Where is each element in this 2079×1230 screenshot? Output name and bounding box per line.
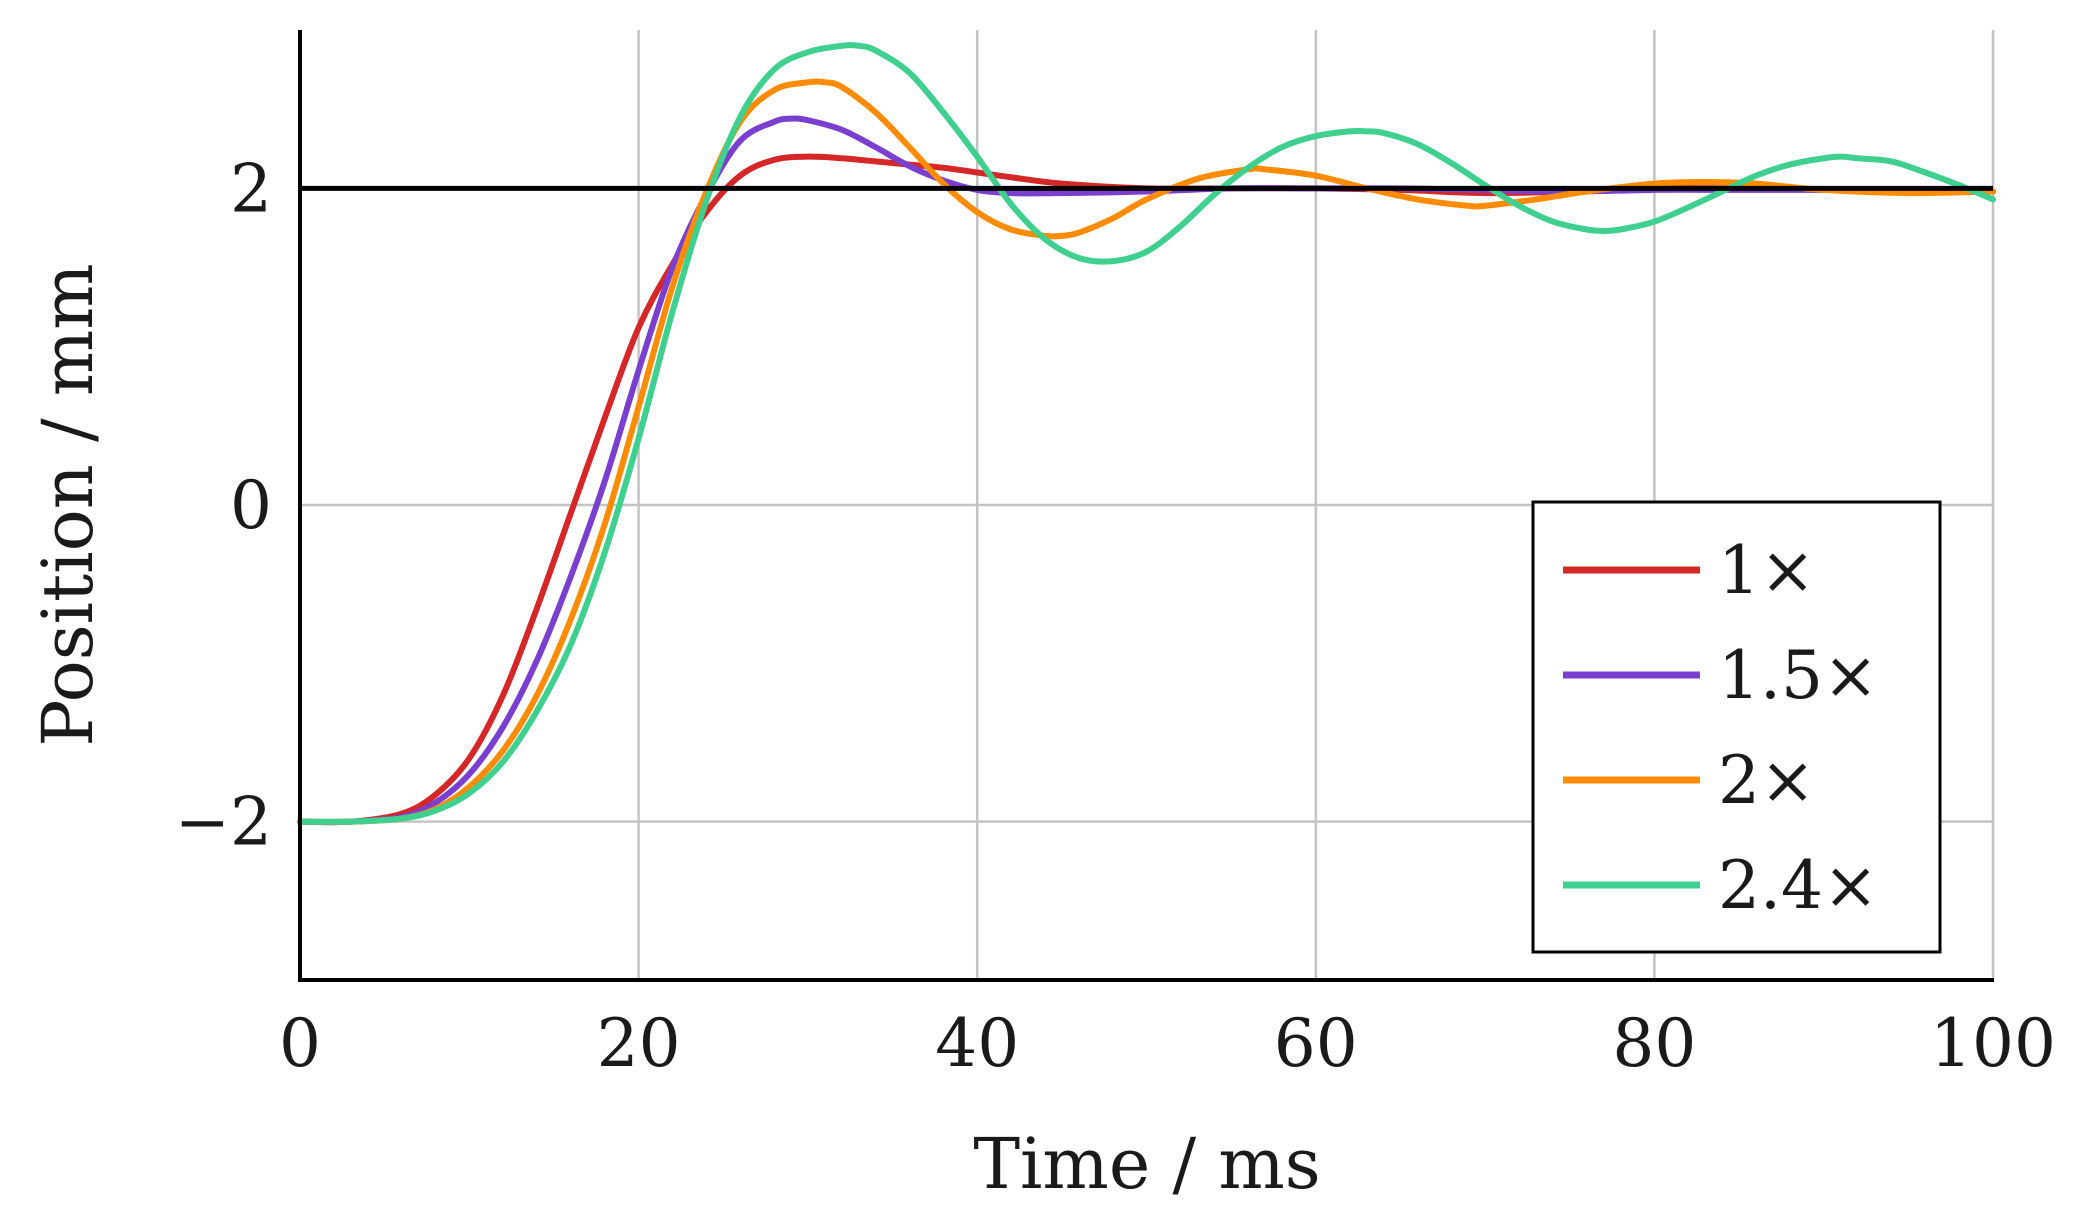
x-tick-label: 100	[1930, 1005, 2056, 1082]
x-tick-label: 0	[279, 1005, 321, 1082]
x-axis-label: Time / ms	[973, 1123, 1320, 1205]
legend-box	[1531, 500, 1942, 954]
legend-label-3: 2×	[1718, 742, 1815, 819]
legend: 1× 1.5× 2× 2.4×	[1531, 500, 1942, 954]
legend-label-1: 1×	[1718, 532, 1815, 609]
y-tick-label: −2	[175, 784, 272, 861]
x-tick-label: 40	[935, 1005, 1019, 1082]
legend-label-2: 1.5×	[1718, 637, 1878, 714]
x-tick-label: 20	[597, 1005, 681, 1082]
series-line-4	[297, 42, 1996, 825]
series-line-3	[297, 78, 1996, 825]
x-tick-label: 60	[1274, 1005, 1358, 1082]
series-layer	[297, 42, 1996, 826]
y-tick-label: 2	[230, 150, 272, 227]
x-tick-label: 80	[1612, 1005, 1696, 1082]
axes	[298, 30, 1994, 982]
tick-labels: 0 20 40 60 80 100 −2 0 2	[175, 150, 2056, 1082]
y-tick-label: 0	[230, 467, 272, 544]
y-axis-label: Position / mm	[27, 263, 109, 746]
legend-label-4: 2.4×	[1718, 847, 1878, 924]
